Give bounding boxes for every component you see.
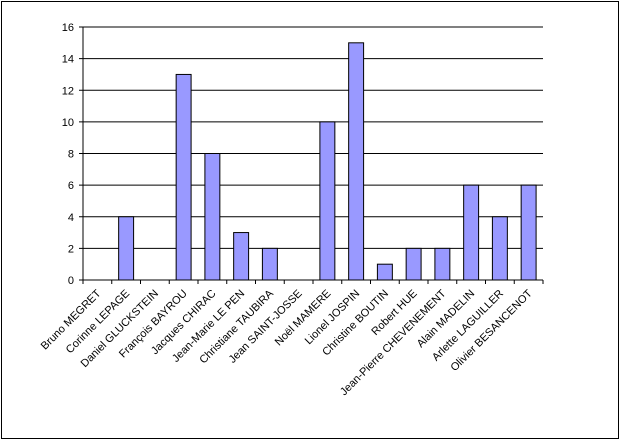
y-tick-label: 16 bbox=[62, 22, 74, 34]
bar bbox=[491, 216, 508, 281]
y-tick-label: 14 bbox=[62, 54, 74, 66]
y-tick-label: 12 bbox=[62, 85, 74, 97]
bar bbox=[463, 184, 480, 281]
chart-border bbox=[1, 1, 619, 439]
y-tick-label: 6 bbox=[68, 180, 74, 192]
bar bbox=[118, 216, 135, 281]
bar bbox=[204, 153, 221, 281]
bar bbox=[434, 247, 451, 281]
bar bbox=[319, 121, 336, 281]
bar bbox=[261, 247, 278, 281]
y-tick-label: 8 bbox=[68, 149, 74, 161]
y-tick-label: 4 bbox=[68, 212, 74, 224]
bar bbox=[348, 42, 365, 281]
bar bbox=[175, 73, 192, 281]
bar bbox=[520, 184, 537, 281]
bar bbox=[405, 247, 422, 281]
bar bbox=[233, 232, 250, 281]
y-tick-label: 10 bbox=[62, 117, 74, 129]
bar bbox=[376, 263, 393, 281]
y-tick-label: 0 bbox=[68, 275, 74, 287]
y-tick-label: 2 bbox=[68, 243, 74, 255]
